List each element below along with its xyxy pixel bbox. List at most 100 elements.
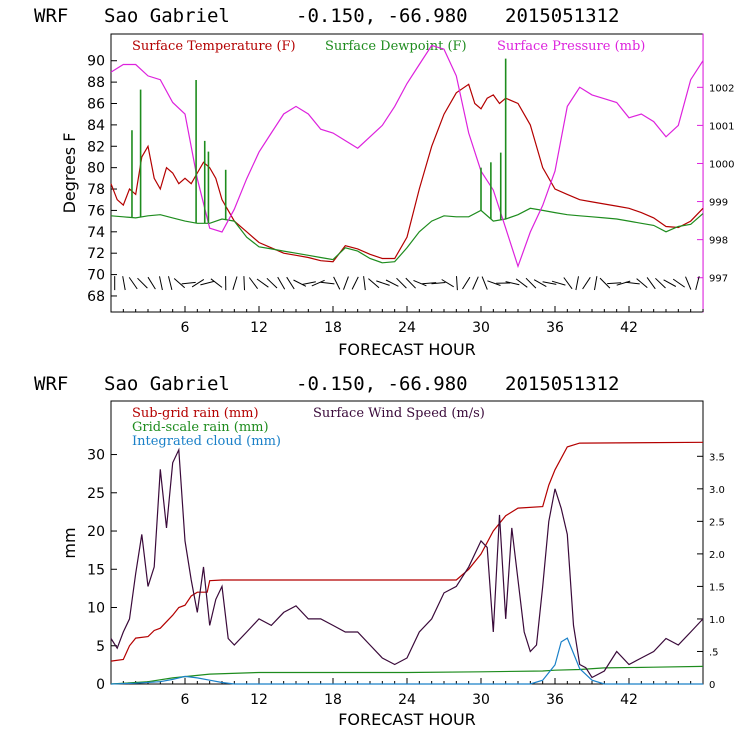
wind-barb: [607, 282, 622, 285]
panel1-xtick-label: 42: [620, 320, 638, 336]
panel1-frame: [110, 33, 704, 313]
wind-barb: [616, 280, 631, 286]
wind-barb: [625, 281, 640, 285]
panel2-y2tick-label: .5: [709, 647, 719, 658]
panel1-ytick-label: 68: [87, 289, 105, 305]
wind-barb: [232, 276, 238, 290]
panel2-y2tick-label: 1.5: [709, 582, 725, 593]
panel2-xlabel: FORECAST HOUR: [338, 710, 476, 729]
wind-barb: [533, 279, 547, 288]
wind-barb: [147, 276, 156, 290]
panel1-ytick-label: 74: [87, 225, 105, 241]
wind-barb: [122, 276, 126, 291]
wind-barb: [542, 281, 557, 285]
panel2-ytick-label: 15: [87, 562, 105, 578]
panel1-y2tick-label: 998: [709, 236, 728, 247]
panel1-station: Sao Gabriel: [104, 5, 230, 27]
legend-surface-pressure: Surface Pressure (mb): [497, 39, 645, 54]
panel1-y2tick-label: 1002: [709, 83, 734, 94]
panel2-ticks: 6 12 18 24 30 36 42 0 5 10 15 20 25 30 0 .5 1.0 1.5 2.0 2.5…: [87, 448, 725, 708]
panel2-ytick-label: 30: [87, 448, 105, 464]
wind-barb: [256, 278, 269, 288]
wind-barb: [405, 277, 416, 289]
wind-barb: [333, 276, 341, 290]
panel1-ylabel: Degrees F: [60, 133, 79, 214]
panel1-y2tick-label: 997: [709, 274, 728, 285]
panel2-y2tick-label: 1.0: [709, 615, 725, 626]
panel1-ytick-label: 80: [87, 161, 105, 177]
legend-surface-wind-speed: Surface Wind Speed (m/s): [313, 406, 485, 421]
panel2-legend: Sub-grid rain (mm) Grid-scale rain (mm) …: [132, 406, 485, 449]
wind-barb: [472, 276, 479, 290]
panel2-ytick-label: 20: [87, 524, 105, 540]
panel2-series-grid-scale-rain-mm: [110, 665, 704, 685]
panel1-ytick-label: 84: [87, 118, 105, 134]
wind-barb: [181, 281, 196, 285]
wind-barb: [286, 276, 295, 290]
panel2-xtick-label: 12: [250, 692, 268, 708]
wind-barb: [277, 276, 286, 290]
panel1-xlabel: FORECAST HOUR: [338, 340, 476, 359]
legend-integrated-cloud: Integrated cloud (mm): [132, 434, 281, 449]
wind-barb: [655, 277, 666, 289]
wind-barb: [128, 277, 138, 290]
panel1-legend: Surface Temperature (F) Surface Dewpoint…: [132, 39, 645, 54]
panel2-y2tick-label: 3.5: [709, 452, 725, 463]
wind-barb: [663, 279, 677, 287]
wind-barb: [525, 277, 537, 289]
panel2-series: [110, 441, 704, 685]
wind-barb: [599, 277, 611, 289]
wind-barb: [636, 278, 648, 288]
legend-surface-dewpoint: Surface Dewpoint (F): [325, 39, 467, 54]
panel2-ytick-label: 0: [96, 677, 105, 693]
panel1-y2tick-label: 1000: [709, 159, 734, 170]
wind-barb: [363, 276, 366, 291]
wind-barb: [200, 280, 215, 286]
wind-barb: [431, 282, 446, 285]
wind-barb: [413, 279, 427, 287]
panel2-y2tick-label: 2.5: [709, 517, 725, 528]
wind-barb: [320, 281, 335, 285]
panel1-xtick-label: 30: [472, 320, 490, 336]
wind-barb: [441, 279, 454, 288]
panel1-xtick-label: 6: [181, 320, 190, 336]
panel1-ytick-label: 70: [87, 268, 105, 284]
panel1-ytick-label: 82: [87, 139, 105, 155]
panel1-coords: -0.150, -66.980: [296, 5, 468, 27]
legend-subgrid-rain: Sub-grid rain (mm): [132, 406, 259, 421]
wind-barb: [351, 276, 359, 290]
wind-barb: [343, 276, 349, 290]
wind-barb: [646, 277, 656, 290]
panel1-ytick-label: 86: [87, 97, 105, 113]
panel1-run: 2015051312: [505, 5, 619, 27]
panel2-y2tick-label: 3.0: [709, 485, 725, 496]
wind-barb: [695, 276, 700, 291]
panel1-xtick-label: 36: [546, 320, 564, 336]
panel1-wind-barbs: [114, 276, 700, 291]
wind-barb: [594, 276, 598, 291]
panel2-series-integrated-cloud-mm: [110, 637, 703, 685]
wind-barb: [396, 277, 407, 289]
wind-barb: [575, 276, 579, 291]
wind-barb: [487, 280, 501, 286]
panel1-ytick-label: 90: [87, 54, 105, 70]
wind-barb: [159, 276, 163, 291]
wind-barb: [456, 276, 458, 291]
legend-surface-temperature: Surface Temperature (F): [132, 39, 296, 54]
wind-barb: [311, 279, 325, 287]
wind-barb: [168, 276, 173, 291]
panel2-y2tick-label: 2.0: [709, 550, 725, 561]
panel2-xtick-label: 18: [324, 692, 342, 708]
wind-barb: [481, 276, 488, 290]
panel2-xtick-label: 42: [620, 692, 638, 708]
panel1-series: [110, 44, 704, 269]
panel1-ytick-label: 78: [87, 182, 105, 198]
panel2-y2tick-label: 0: [709, 680, 715, 691]
panel2-coords: -0.150, -66.980: [296, 373, 468, 395]
wind-barb: [243, 276, 245, 291]
panel2-xtick-label: 6: [181, 692, 190, 708]
panel2-series-surface-wind-speed-m-s: [110, 447, 704, 679]
wind-barb: [462, 276, 471, 290]
